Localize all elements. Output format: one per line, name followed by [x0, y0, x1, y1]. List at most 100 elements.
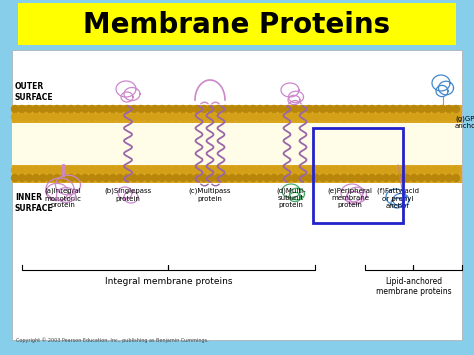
Circle shape	[403, 114, 410, 120]
Text: (g)GPI
anchor: (g)GPI anchor	[455, 115, 474, 129]
Circle shape	[249, 175, 256, 181]
Circle shape	[284, 114, 292, 120]
Bar	[12, 123, 462, 165]
Circle shape	[362, 175, 368, 181]
Circle shape	[89, 114, 95, 120]
Circle shape	[208, 166, 215, 174]
Text: OUTER
SURFACE: OUTER SURFACE	[15, 82, 54, 102]
Circle shape	[61, 114, 67, 120]
Circle shape	[390, 175, 396, 181]
Circle shape	[299, 114, 306, 120]
Circle shape	[54, 114, 61, 120]
Circle shape	[425, 114, 431, 120]
Circle shape	[158, 105, 165, 113]
Circle shape	[446, 105, 453, 113]
Circle shape	[340, 105, 347, 113]
Circle shape	[124, 114, 130, 120]
Text: (c)Multipass
protein: (c)Multipass protein	[189, 188, 231, 202]
Circle shape	[340, 166, 347, 174]
Circle shape	[221, 105, 228, 113]
Circle shape	[74, 105, 82, 113]
Text: (e)Peripheral
membrane
protein: (e)Peripheral membrane protein	[328, 188, 373, 208]
Circle shape	[319, 166, 327, 174]
Circle shape	[306, 175, 312, 181]
Circle shape	[173, 105, 180, 113]
Circle shape	[208, 175, 215, 181]
Circle shape	[201, 175, 208, 181]
Circle shape	[347, 166, 355, 174]
Circle shape	[228, 166, 236, 174]
Bar	[18, 3, 456, 45]
Circle shape	[18, 114, 26, 120]
Circle shape	[410, 166, 418, 174]
Circle shape	[95, 114, 102, 120]
Circle shape	[67, 175, 74, 181]
Circle shape	[271, 105, 277, 113]
Circle shape	[249, 105, 256, 113]
Circle shape	[277, 175, 284, 181]
Circle shape	[243, 175, 249, 181]
Circle shape	[137, 114, 145, 120]
Circle shape	[89, 105, 95, 113]
Circle shape	[39, 105, 46, 113]
Circle shape	[221, 166, 228, 174]
Circle shape	[39, 114, 46, 120]
Circle shape	[215, 166, 221, 174]
Circle shape	[102, 175, 109, 181]
Circle shape	[403, 166, 410, 174]
Circle shape	[54, 175, 61, 181]
Text: (a)Integral
monotopic
protein: (a)Integral monotopic protein	[45, 188, 82, 208]
Circle shape	[130, 166, 137, 174]
Circle shape	[256, 175, 264, 181]
Circle shape	[152, 105, 158, 113]
Circle shape	[26, 114, 33, 120]
Circle shape	[33, 175, 39, 181]
Circle shape	[390, 114, 396, 120]
Circle shape	[438, 166, 446, 174]
Circle shape	[410, 105, 418, 113]
Circle shape	[54, 166, 61, 174]
Circle shape	[18, 175, 26, 181]
Circle shape	[256, 166, 264, 174]
Circle shape	[201, 166, 208, 174]
Circle shape	[425, 166, 431, 174]
Circle shape	[152, 166, 158, 174]
Circle shape	[453, 114, 459, 120]
Circle shape	[173, 114, 180, 120]
Circle shape	[186, 105, 193, 113]
Circle shape	[228, 105, 236, 113]
Circle shape	[89, 175, 95, 181]
Circle shape	[102, 114, 109, 120]
Circle shape	[158, 175, 165, 181]
Circle shape	[130, 105, 137, 113]
Bar	[313, 128, 403, 223]
Circle shape	[410, 175, 418, 181]
Circle shape	[362, 166, 368, 174]
Circle shape	[355, 166, 362, 174]
Circle shape	[54, 105, 61, 113]
Circle shape	[446, 175, 453, 181]
Circle shape	[39, 175, 46, 181]
Circle shape	[193, 166, 201, 174]
Circle shape	[271, 114, 277, 120]
Circle shape	[264, 175, 271, 181]
Circle shape	[82, 166, 89, 174]
Circle shape	[292, 114, 299, 120]
Circle shape	[193, 175, 201, 181]
Circle shape	[130, 175, 137, 181]
Circle shape	[95, 166, 102, 174]
Circle shape	[292, 166, 299, 174]
Circle shape	[201, 105, 208, 113]
Circle shape	[236, 105, 243, 113]
Circle shape	[46, 166, 54, 174]
Circle shape	[312, 166, 319, 174]
Circle shape	[124, 175, 130, 181]
Circle shape	[11, 114, 18, 120]
Circle shape	[403, 175, 410, 181]
Circle shape	[327, 166, 334, 174]
Circle shape	[390, 105, 396, 113]
Circle shape	[277, 114, 284, 120]
Circle shape	[284, 175, 292, 181]
Circle shape	[18, 105, 26, 113]
Circle shape	[193, 105, 201, 113]
